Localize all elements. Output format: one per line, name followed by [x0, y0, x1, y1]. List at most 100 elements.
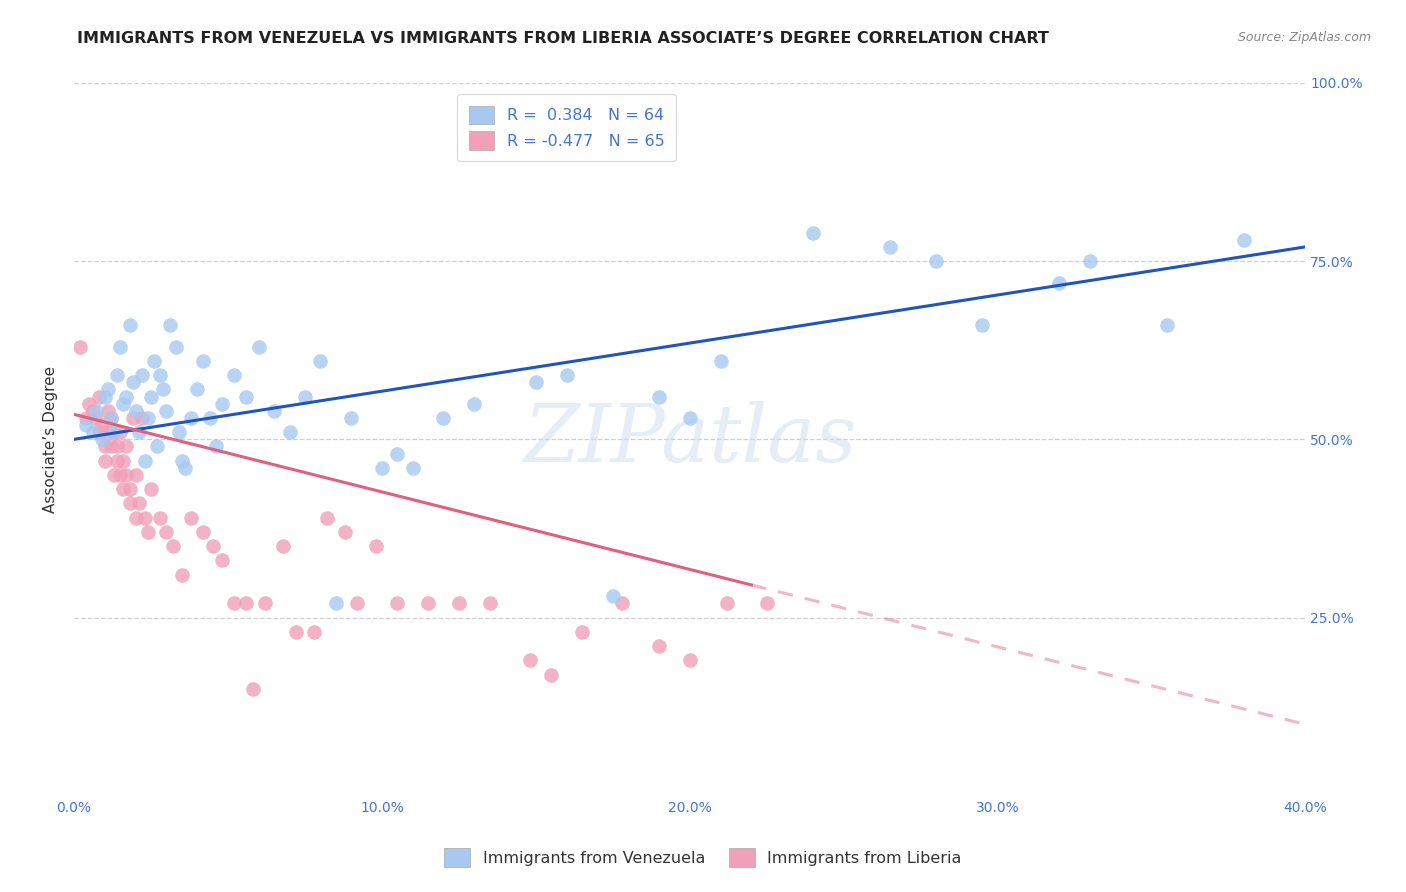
- Point: [235, 390, 257, 404]
- Point: [186, 383, 208, 397]
- Point: [211, 553, 233, 567]
- Point: [432, 411, 454, 425]
- Point: [364, 539, 387, 553]
- Point: [463, 397, 485, 411]
- Point: [149, 510, 172, 524]
- Point: [139, 482, 162, 496]
- Point: [84, 404, 107, 418]
- Point: [333, 524, 356, 539]
- Point: [136, 524, 159, 539]
- Text: IMMIGRANTS FROM VENEZUELA VS IMMIGRANTS FROM LIBERIA ASSOCIATE’S DEGREE CORRELAT: IMMIGRANTS FROM VENEZUELA VS IMMIGRANTS …: [77, 31, 1049, 46]
- Legend: Immigrants from Venezuela, Immigrants from Liberia: Immigrants from Venezuela, Immigrants fr…: [437, 842, 969, 873]
- Point: [115, 390, 138, 404]
- Point: [755, 596, 778, 610]
- Point: [152, 383, 174, 397]
- Point: [118, 496, 141, 510]
- Point: [167, 425, 190, 440]
- Point: [100, 411, 122, 425]
- Point: [105, 453, 128, 467]
- Point: [242, 681, 264, 696]
- Point: [801, 226, 824, 240]
- Point: [519, 653, 541, 667]
- Point: [112, 453, 135, 467]
- Point: [75, 411, 97, 425]
- Point: [371, 460, 394, 475]
- Point: [87, 425, 110, 440]
- Point: [112, 397, 135, 411]
- Point: [198, 411, 221, 425]
- Point: [679, 653, 702, 667]
- Point: [925, 254, 948, 268]
- Point: [284, 624, 307, 639]
- Point: [82, 425, 104, 440]
- Point: [416, 596, 439, 610]
- Text: ZIPatlas: ZIPatlas: [523, 401, 856, 478]
- Point: [204, 440, 226, 454]
- Point: [134, 510, 156, 524]
- Point: [235, 596, 257, 610]
- Point: [131, 368, 153, 383]
- Point: [263, 404, 285, 418]
- Point: [94, 440, 117, 454]
- Point: [224, 368, 246, 383]
- Point: [162, 539, 184, 553]
- Point: [121, 376, 143, 390]
- Point: [273, 539, 295, 553]
- Point: [478, 596, 501, 610]
- Point: [524, 376, 547, 390]
- Point: [1233, 233, 1256, 247]
- Point: [447, 596, 470, 610]
- Point: [136, 411, 159, 425]
- Point: [610, 596, 633, 610]
- Point: [82, 404, 104, 418]
- Point: [294, 390, 316, 404]
- Point: [571, 624, 593, 639]
- Point: [128, 496, 150, 510]
- Point: [387, 446, 409, 460]
- Point: [100, 440, 122, 454]
- Point: [118, 318, 141, 333]
- Point: [346, 596, 368, 610]
- Point: [79, 397, 101, 411]
- Point: [224, 596, 246, 610]
- Point: [193, 524, 215, 539]
- Point: [253, 596, 276, 610]
- Point: [309, 354, 332, 368]
- Point: [155, 404, 177, 418]
- Point: [105, 440, 128, 454]
- Point: [94, 390, 117, 404]
- Point: [139, 390, 162, 404]
- Point: [555, 368, 578, 383]
- Point: [69, 340, 91, 354]
- Point: [278, 425, 301, 440]
- Point: [211, 397, 233, 411]
- Y-axis label: Associate’s Degree: Associate’s Degree: [44, 366, 58, 513]
- Point: [131, 411, 153, 425]
- Point: [247, 340, 270, 354]
- Point: [75, 418, 97, 433]
- Point: [325, 596, 347, 610]
- Point: [709, 354, 731, 368]
- Point: [540, 667, 562, 681]
- Point: [1047, 276, 1070, 290]
- Point: [124, 467, 146, 482]
- Point: [97, 383, 120, 397]
- Point: [170, 453, 193, 467]
- Point: [90, 418, 112, 433]
- Point: [602, 589, 624, 603]
- Point: [94, 453, 117, 467]
- Text: Source: ZipAtlas.com: Source: ZipAtlas.com: [1237, 31, 1371, 45]
- Point: [155, 524, 177, 539]
- Point: [103, 425, 125, 440]
- Point: [110, 340, 132, 354]
- Point: [315, 510, 337, 524]
- Point: [201, 539, 224, 553]
- Point: [128, 425, 150, 440]
- Point: [340, 411, 363, 425]
- Point: [100, 411, 122, 425]
- Point: [174, 460, 197, 475]
- Point: [170, 567, 193, 582]
- Point: [387, 596, 409, 610]
- Point: [110, 425, 132, 440]
- Legend: R =  0.384   N = 64, R = -0.477   N = 65: R = 0.384 N = 64, R = -0.477 N = 65: [457, 95, 676, 161]
